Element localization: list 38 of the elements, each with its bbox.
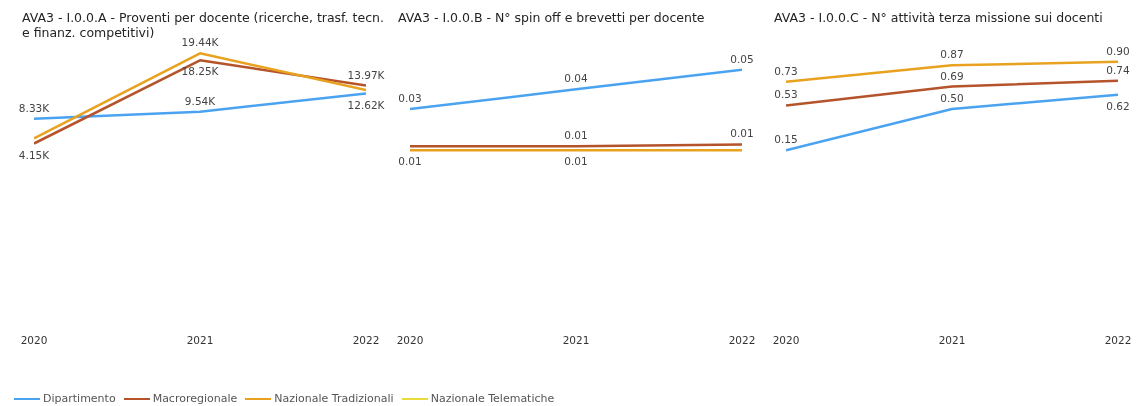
data-label: 0.69 (940, 69, 964, 82)
legend-label: Nazionale Tradizionali (274, 392, 394, 405)
data-label: 0.87 (940, 48, 964, 61)
data-label: 0.53 (774, 88, 798, 101)
data-label: 0.01 (564, 129, 588, 142)
data-label: 0.01 (730, 127, 754, 140)
data-label: 0.01 (564, 155, 588, 168)
data-label: 19.44K (181, 36, 220, 49)
data-label: 0.03 (398, 92, 422, 104)
data-label: 0.15 (774, 133, 798, 146)
data-label: 18.25K (181, 65, 220, 78)
legend-label: Macroregionale (152, 392, 238, 405)
x-tick-label: 2020 (772, 334, 800, 346)
x-tick-label: 2022 (352, 334, 380, 346)
x-tick-label: 2020 (396, 334, 424, 346)
data-label: 13.97K (347, 68, 386, 81)
chart-title: AVA3 - I.0.0.B - N° spin off e brevetti per docente (398, 10, 706, 25)
data-label: 8.33K (18, 101, 51, 114)
data-label: 0.01 (398, 155, 422, 168)
data-label: 4.15K (18, 148, 51, 161)
data-label: 9.54K (184, 94, 217, 107)
legend-label: Dipartimento (43, 392, 116, 405)
data-label: 0.73 (774, 64, 798, 77)
data-label: 0.04 (564, 72, 588, 85)
data-label: 0.74 (1106, 63, 1130, 76)
x-tick-label: 2022 (728, 334, 756, 346)
data-label: 12.62K (347, 98, 386, 111)
data-label: 0.05 (730, 52, 754, 65)
x-tick-label: 2021 (562, 334, 590, 346)
legend-label: Nazionale Telematiche (430, 392, 555, 405)
data-label: 0.62 (1106, 99, 1130, 112)
x-tick-label: 2020 (20, 334, 48, 346)
data-label: 0.90 (1106, 44, 1130, 57)
x-tick-label: 2021 (938, 334, 966, 346)
x-tick-label: 2022 (1104, 334, 1132, 346)
data-label: 0.50 (940, 92, 964, 104)
chart-title: AVA3 - I.0.0.C - N° attività terza missione sui docenti (774, 10, 1104, 25)
x-tick-label: 2021 (186, 334, 214, 346)
